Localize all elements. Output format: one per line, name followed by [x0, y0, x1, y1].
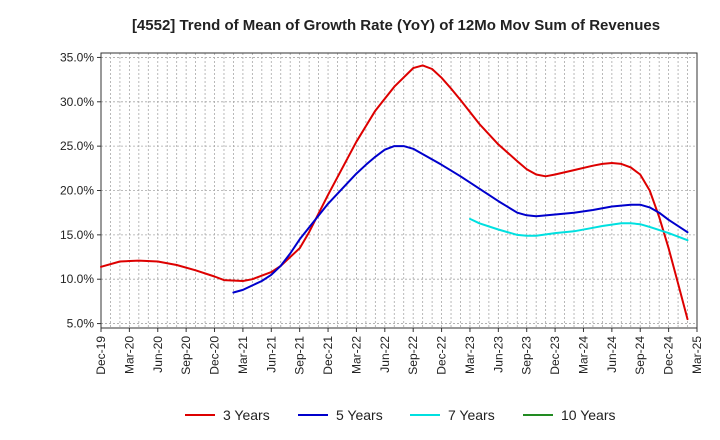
x-tick-label: Dec-24 [662, 336, 676, 375]
y-tick-label: 35.0% [60, 50, 94, 64]
legend-item-7-years: 7 Years [410, 407, 495, 423]
legend-label: 10 Years [561, 407, 616, 423]
x-tick-label: Jun-20 [151, 336, 165, 373]
legend-label: 7 Years [448, 407, 495, 423]
x-tick-label: Mar-21 [236, 336, 250, 374]
x-tick-label: Jun-22 [378, 336, 392, 373]
x-tick-label: Mar-20 [122, 336, 136, 374]
x-tick-label: Sep-24 [633, 336, 647, 375]
y-tick-label: 10.0% [60, 272, 94, 286]
series-line-7-years [469, 217, 689, 242]
legend-label: 3 Years [223, 407, 270, 423]
x-tick-label: Dec-21 [321, 336, 335, 375]
x-tick-label: Jun-24 [605, 336, 619, 373]
x-tick-label: Jun-21 [264, 336, 278, 373]
y-tick-label: 30.0% [60, 95, 94, 109]
x-tick-label: Mar-24 [576, 336, 590, 374]
x-tick-label: Mar-25 [690, 336, 704, 374]
legend-item-5-years: 5 Years [298, 407, 383, 423]
x-tick-label: Jun-23 [491, 336, 505, 373]
series-layer [100, 64, 689, 321]
y-tick-label: 15.0% [60, 228, 94, 242]
y-tick-label: 20.0% [60, 184, 94, 198]
y-tick-label: 5.0% [67, 317, 95, 331]
x-tick-label: Sep-23 [520, 336, 534, 375]
x-tick-label: Dec-20 [208, 336, 222, 375]
legend-label: 5 Years [336, 407, 383, 423]
x-axis: Dec-19 Mar-20 Jun-20 Sep-20 Dec-20 Mar-21 Jun-… [94, 328, 704, 375]
x-tick-label: Sep-22 [406, 336, 420, 375]
y-axis: 5.0% 10.0% 15.0% 20.0% 25.0% 30.0% 35.0% [60, 50, 101, 331]
series-line-5-years [232, 145, 689, 294]
chart-title: [4552] Trend of Mean of Growth Rate (YoY… [132, 17, 660, 34]
grid [101, 53, 697, 328]
series-line-3-years [100, 64, 689, 321]
legend: 3 Years 5 Years 7 Years 10 Years [185, 407, 616, 423]
x-tick-label: Mar-22 [349, 336, 363, 374]
x-tick-label: Sep-20 [179, 336, 193, 375]
y-tick-label: 25.0% [60, 139, 94, 153]
x-tick-label: Dec-19 [94, 336, 108, 375]
legend-item-3-years: 3 Years [185, 407, 270, 423]
x-tick-label: Dec-22 [435, 336, 449, 375]
legend-item-10-years: 10 Years [523, 407, 616, 423]
x-tick-label: Sep-21 [293, 336, 307, 375]
x-tick-label: Dec-23 [548, 336, 562, 375]
x-tick-label: Mar-23 [463, 336, 477, 374]
